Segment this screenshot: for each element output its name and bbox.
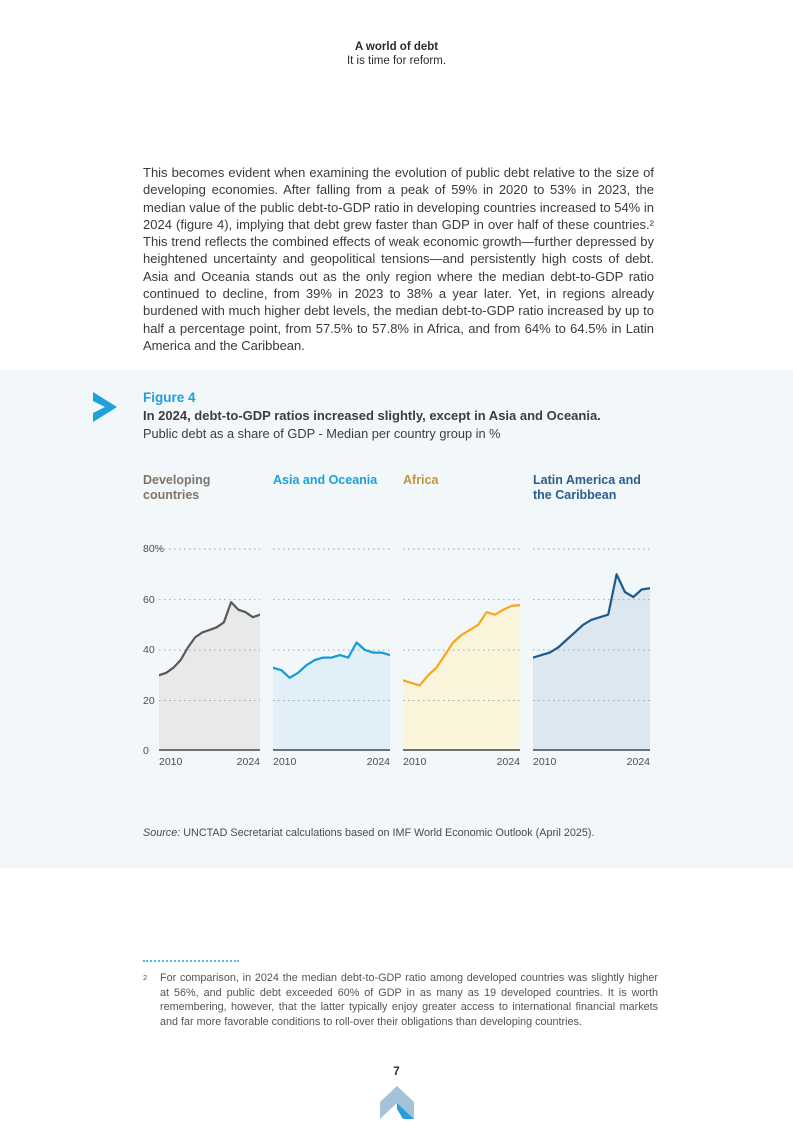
chart-title-asia-and-oceania: Asia and Oceania	[273, 473, 378, 487]
y-tick-label: 20	[143, 694, 155, 707]
chart-plot-area: 80% 60 40 20 0	[143, 539, 262, 757]
figure-title: In 2024, debt-to-GDP ratios increased sl…	[143, 408, 601, 423]
x-tick-end: 2024	[236, 756, 260, 768]
footnote-text: For comparison, in 2024 the median debt-…	[160, 972, 658, 1028]
figure-header: Figure 4 In 2024, debt-to-GDP ratios inc…	[143, 390, 683, 441]
y-tick-label: 0	[143, 745, 149, 757]
doc-subtitle: It is time for reform.	[346, 54, 447, 67]
x-axis-labels: 2010 2024	[403, 756, 520, 768]
chart-svg-developing-countries	[157, 548, 262, 751]
chart-title-africa: Africa	[403, 473, 439, 487]
y-tick-label: 40	[143, 644, 155, 657]
body-paragraph: This becomes evident when examining the …	[143, 165, 654, 353]
y-tick-label: 60	[143, 593, 155, 606]
running-head: A world of debt It is time for reform.	[0, 41, 793, 68]
page-number: 7	[393, 1066, 400, 1078]
x-tick-start: 2010	[159, 756, 183, 768]
footnote-rule	[143, 960, 239, 962]
x-tick-end: 2024	[496, 756, 520, 768]
x-tick-end: 2024	[626, 756, 650, 768]
chart-developing-countries: Developing countries 80% 60 40 20 0 2010 2024	[143, 473, 262, 768]
y-tick-label: 80%	[143, 543, 165, 556]
chart-africa: Africa 2010 2024	[401, 473, 522, 768]
footnote-area: 2 For comparison, in 2024 the median deb…	[143, 960, 658, 1029]
source-text: UNCTAD Secretariat calculations based on…	[183, 827, 595, 839]
chart-plot-area	[401, 539, 522, 751]
chart-title-latin-america-and-the-caribbean: Latin America and the Caribbean	[533, 473, 641, 502]
chart-svg-asia-and-oceania	[271, 548, 392, 751]
chart-svg-latin-america-and-the-caribbean	[531, 548, 652, 751]
x-axis-labels: 2010 2024	[533, 756, 650, 768]
chart-plot-area	[271, 539, 392, 751]
figure-subtitle: Public debt as a share of GDP - Median p…	[143, 426, 501, 441]
chart-svg-africa	[401, 548, 522, 751]
x-tick-start: 2010	[533, 756, 557, 768]
chart-latin-america-and-the-caribbean: Latin America and the Caribbean 2010 2024	[531, 473, 652, 768]
arrow-up-logo-icon	[379, 1086, 414, 1120]
y-axis-labels: 80% 60 40 20 0	[143, 539, 164, 757]
figure-chevron-icon	[90, 391, 120, 423]
chart-asia-and-oceania: Asia and Oceania 2010 2024	[271, 473, 392, 768]
source-label: Source:	[143, 827, 181, 839]
figure-label: Figure 4	[143, 390, 196, 405]
x-tick-end: 2024	[366, 756, 390, 768]
footnote: 2 For comparison, in 2024 the median deb…	[143, 971, 658, 1029]
x-tick-start: 2010	[403, 756, 427, 768]
footnote-marker: 2	[143, 973, 148, 982]
figure-band: Figure 4 In 2024, debt-to-GDP ratios inc…	[0, 370, 793, 868]
x-axis-labels: 2010 2024	[273, 756, 390, 768]
chart-plot-area	[531, 539, 652, 751]
chart-title-developing-countries: Developing countries	[143, 473, 211, 502]
x-axis-labels: 2010 2024	[159, 756, 260, 768]
x-tick-start: 2010	[273, 756, 297, 768]
small-multiples-charts: Developing countries 80% 60 40 20 0 2010 2024 As…	[143, 473, 652, 768]
figure-source: Source: UNCTAD Secretariat calculations …	[143, 827, 594, 839]
doc-title: A world of debt	[354, 41, 439, 53]
